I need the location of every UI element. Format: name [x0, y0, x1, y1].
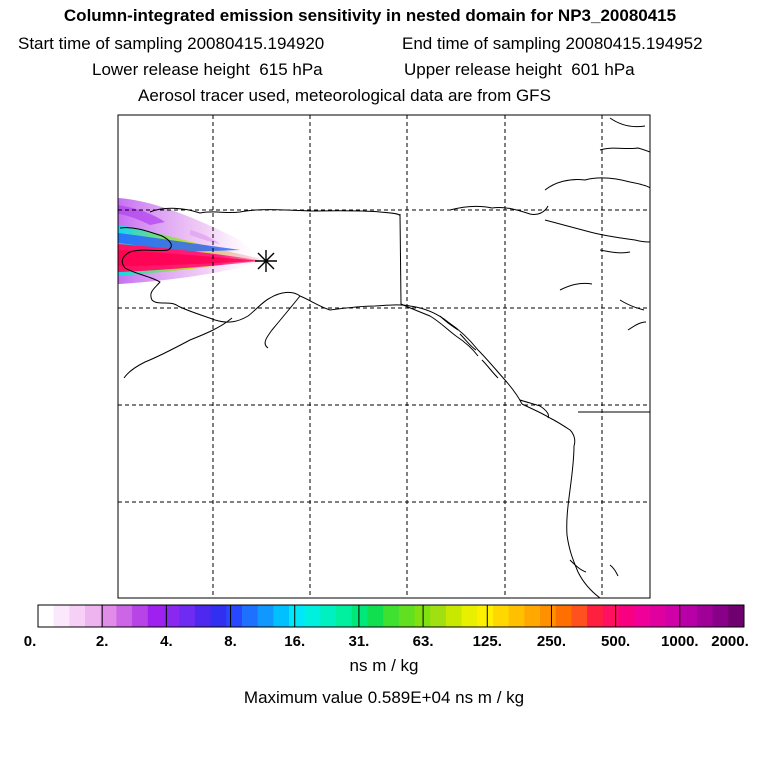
colorbar-swatch — [540, 605, 557, 627]
map-title: Column-integrated emission sensitivity i… — [63, 6, 677, 25]
colorbar-swatch — [38, 605, 55, 627]
colorbar-swatch — [179, 605, 196, 627]
colorbar-swatch — [712, 605, 729, 627]
colorbar-swatch — [53, 605, 70, 627]
colorbar-tick-label: 2. — [95, 633, 109, 650]
tracer-note: Aerosol tracer used, meteorological data… — [138, 86, 551, 105]
lower-release-height: Lower release height 615 hPa — [92, 60, 323, 79]
colorbar-swatch — [116, 605, 133, 627]
colorbar-swatch — [430, 605, 447, 627]
colorbar-swatch — [257, 605, 274, 627]
colorbar-swatch — [587, 605, 604, 627]
coastlines — [119, 117, 650, 598]
colorbar-swatch — [477, 605, 494, 627]
colorbar-swatch — [398, 605, 415, 627]
colorbar-swatch — [414, 605, 431, 627]
colorbar-swatch — [524, 605, 541, 627]
colorbar-swatch — [681, 605, 698, 627]
colorbar-swatch — [147, 605, 164, 627]
colorbar-swatch — [461, 605, 478, 627]
colorbar-swatch — [367, 605, 384, 627]
colorbar-tick-label: 1000. — [661, 633, 699, 650]
colorbar-swatch — [241, 605, 259, 627]
colorbar-tick-label: 500. — [601, 633, 631, 650]
colorbar-tick-label: 250. — [536, 633, 567, 650]
colorbar-swatch — [508, 605, 525, 627]
colorbar-tick-label: 125. — [472, 633, 502, 650]
colorbar-swatch — [194, 605, 211, 627]
upper-release-height: Upper release height 601 hPa — [404, 60, 635, 79]
colorbar-tick-label: 31. — [348, 633, 370, 650]
colorbar-tick-label: 2000. — [711, 633, 749, 650]
start-time-label: Start time of sampling 20080415.194920 — [18, 34, 325, 53]
colorbar-swatch — [100, 605, 117, 627]
colorbar-swatch — [210, 605, 227, 627]
colorbar-swatch — [351, 605, 368, 627]
colorbar-swatch — [383, 605, 400, 627]
graticule — [118, 115, 650, 598]
map-frame — [117, 114, 651, 599]
colorbar-swatch — [634, 605, 651, 627]
sensitivity-plume — [118, 198, 266, 284]
colorbar-swatch — [492, 605, 510, 627]
colorbar-swatch — [555, 605, 572, 627]
colorbar-swatch — [336, 605, 353, 627]
colorbar-tick-label: 0. — [23, 633, 37, 650]
colorbar-tick-label: 63. — [412, 633, 434, 650]
colorbar-tick-label: 4. — [160, 633, 173, 650]
colorbar-swatch — [665, 605, 682, 627]
colorbar — [37, 604, 745, 628]
asterisk-icon — [255, 250, 277, 272]
colorbar-swatch — [649, 605, 666, 627]
colorbar-swatch — [304, 605, 321, 627]
colorbar-swatch — [69, 605, 86, 627]
colorbar-units: ns m / kg — [349, 656, 419, 675]
colorbar-swatch — [132, 605, 149, 627]
colorbar-swatch — [728, 605, 745, 627]
colorbar-swatch — [618, 605, 635, 627]
colorbar-swatch — [226, 605, 243, 627]
colorbar-swatch — [289, 605, 306, 627]
colorbar-swatch — [320, 605, 337, 627]
end-time-label: End time of sampling 20080415.194952 — [402, 34, 703, 53]
colorbar-tick-label: 8. — [224, 633, 237, 650]
colorbar-swatch — [273, 605, 290, 627]
colorbar-swatch — [571, 605, 588, 627]
colorbar-swatch — [696, 605, 714, 627]
colorbar-tick-label: 16. — [284, 633, 306, 650]
colorbar-swatch — [602, 605, 619, 627]
colorbar-swatch — [85, 605, 102, 627]
colorbar-border — [37, 604, 745, 628]
colorbar-swatch — [445, 605, 462, 627]
colorbar-swatch — [163, 605, 180, 627]
maximum-value: Maximum value 0.589E+04 ns m / kg — [243, 688, 525, 707]
